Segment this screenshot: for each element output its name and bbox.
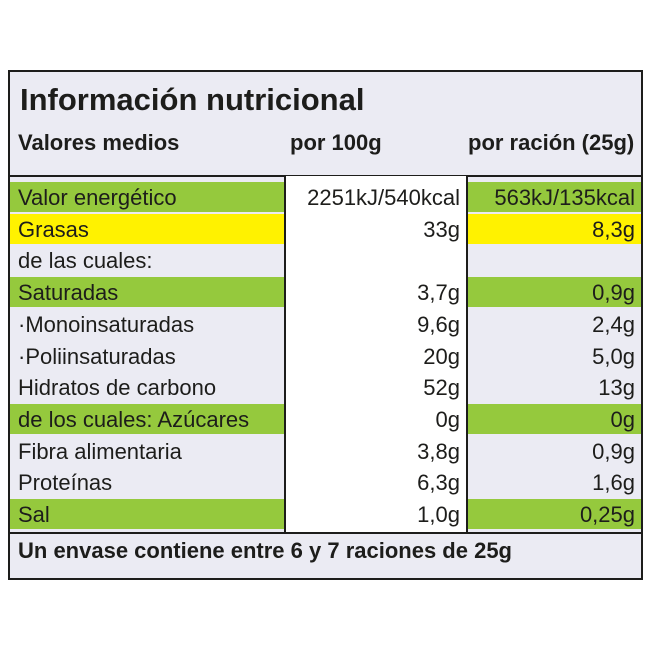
row-value: 563kJ/135kcal xyxy=(468,182,641,212)
row-value: 52g xyxy=(423,375,460,401)
row-value: 6,3g xyxy=(417,470,460,496)
row-label: ·Monoinsaturadas xyxy=(18,311,195,337)
title: Información nutricional xyxy=(20,82,365,117)
nutrition-label: Información nutricional Valores medios p… xyxy=(8,70,643,580)
row-label: Saturadas xyxy=(10,277,284,308)
row-value: 33g xyxy=(423,216,460,242)
divider xyxy=(10,532,641,534)
row-value: 0,25g xyxy=(468,499,641,529)
row-value: 13g xyxy=(598,375,635,401)
row-label: ·Poliinsaturadas xyxy=(18,343,176,369)
row-value: 0g xyxy=(468,403,641,434)
column-header: por ración (25g) xyxy=(468,130,635,155)
row-value: 2,4g xyxy=(592,311,635,337)
column-background xyxy=(284,176,466,532)
column-header: por 100g xyxy=(290,130,382,155)
divider xyxy=(284,176,286,532)
column-header: Valores medios xyxy=(18,130,180,155)
row-value: 0g xyxy=(435,406,460,432)
row-label: Grasas xyxy=(10,213,284,244)
row-value: 1,0g xyxy=(417,502,460,527)
row-value: 3,7g xyxy=(417,280,460,306)
row-label: Fibra alimentaria xyxy=(18,438,182,464)
row-value: 9,6g xyxy=(417,311,460,337)
row-value: 0,9g xyxy=(468,277,641,308)
row-value: 8,3g xyxy=(468,213,641,244)
divider xyxy=(466,176,468,532)
row-label: de las cuales: xyxy=(18,248,153,274)
row-label: Sal xyxy=(10,499,284,529)
row-value: 3,8g xyxy=(417,438,460,464)
row-label: Valor energético xyxy=(10,182,284,212)
row-value: 20g xyxy=(423,343,460,369)
footer-note: Un envase contiene entre 6 y 7 raciones … xyxy=(18,538,512,563)
row-value: 1,6g xyxy=(592,470,635,496)
row-value xyxy=(468,245,641,275)
row-value xyxy=(286,245,466,275)
row-label: de los cuales: Azúcares xyxy=(10,403,284,434)
row-value: 2251kJ/540kcal xyxy=(307,185,460,210)
row-value: 0,9g xyxy=(592,438,635,464)
row-label: Hidratos de carbono xyxy=(18,375,217,401)
row-label: Proteínas xyxy=(18,470,113,496)
row-value: 5,0g xyxy=(592,343,635,369)
